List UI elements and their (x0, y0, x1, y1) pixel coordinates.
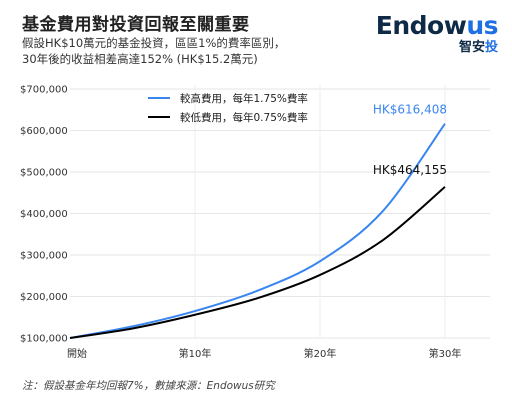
y-tick-label: $700,000 (20, 85, 68, 96)
subtitle: 假設HK$10萬元的基金投資，區區1%的費率區別， 30年後的收益相差高達152… (22, 35, 342, 67)
y-tick-label: $200,000 (20, 292, 68, 303)
y-tick-label: $300,000 (20, 251, 68, 262)
legend-label: 較低費用，每年0.75%費率 (180, 111, 308, 124)
logo-wordmark: Endowus (375, 11, 499, 40)
x-axis-tick-labels: 開始 第10年 第20年 第30年 (67, 347, 461, 360)
x-tick-label: 開始 (67, 347, 87, 360)
footnote: 注：假設基金年均回報7%，數據來源：Endowus研究 (22, 380, 275, 392)
x-tick-label: 第10年 (179, 347, 212, 360)
chart-grid (70, 85, 490, 339)
page-title: 基金費用對投資回報至關重要 (22, 15, 250, 35)
endowus-logo: Endowus 智安投 (375, 11, 499, 56)
y-tick-label: $400,000 (20, 209, 68, 220)
series-line-high-fee (69, 123, 446, 339)
y-tick-label: $100,000 (20, 334, 68, 345)
end-label-low-fee: HK$464,155 (373, 163, 447, 177)
y-tick-label: $600,000 (20, 126, 68, 137)
y-tick-label: $500,000 (20, 168, 68, 179)
end-label-high-fee: HK$616,408 (373, 103, 447, 117)
legend-label: 較高費用，每年1.75%費率 (180, 92, 308, 105)
y-axis-tick-labels: $100,000 $200,000 $300,000 $400,000 $500,000… (20, 85, 68, 345)
subtitle-line-2: 30年後的收益相差高達152% (HK$15.2萬元) (22, 52, 258, 66)
series-line-low-fee (69, 186, 446, 339)
logo-wordmark-accent: us (466, 11, 498, 40)
x-tick-label: 第20年 (304, 347, 337, 360)
subtitle-line-1: 假設HK$10萬元的基金投資，區區1%的費率區別， (22, 36, 286, 50)
chart-series (69, 123, 446, 339)
logo-wordmark-main: Endow (375, 11, 467, 40)
series-end-labels: HK$616,408 HK$464,155 (373, 103, 447, 177)
logo-chinese-name: 智安投 (376, 40, 498, 56)
x-tick-label: 第30年 (429, 347, 462, 360)
logo-chinese-accent: 投 (484, 40, 498, 55)
logo-chinese-main: 智安 (458, 40, 485, 55)
